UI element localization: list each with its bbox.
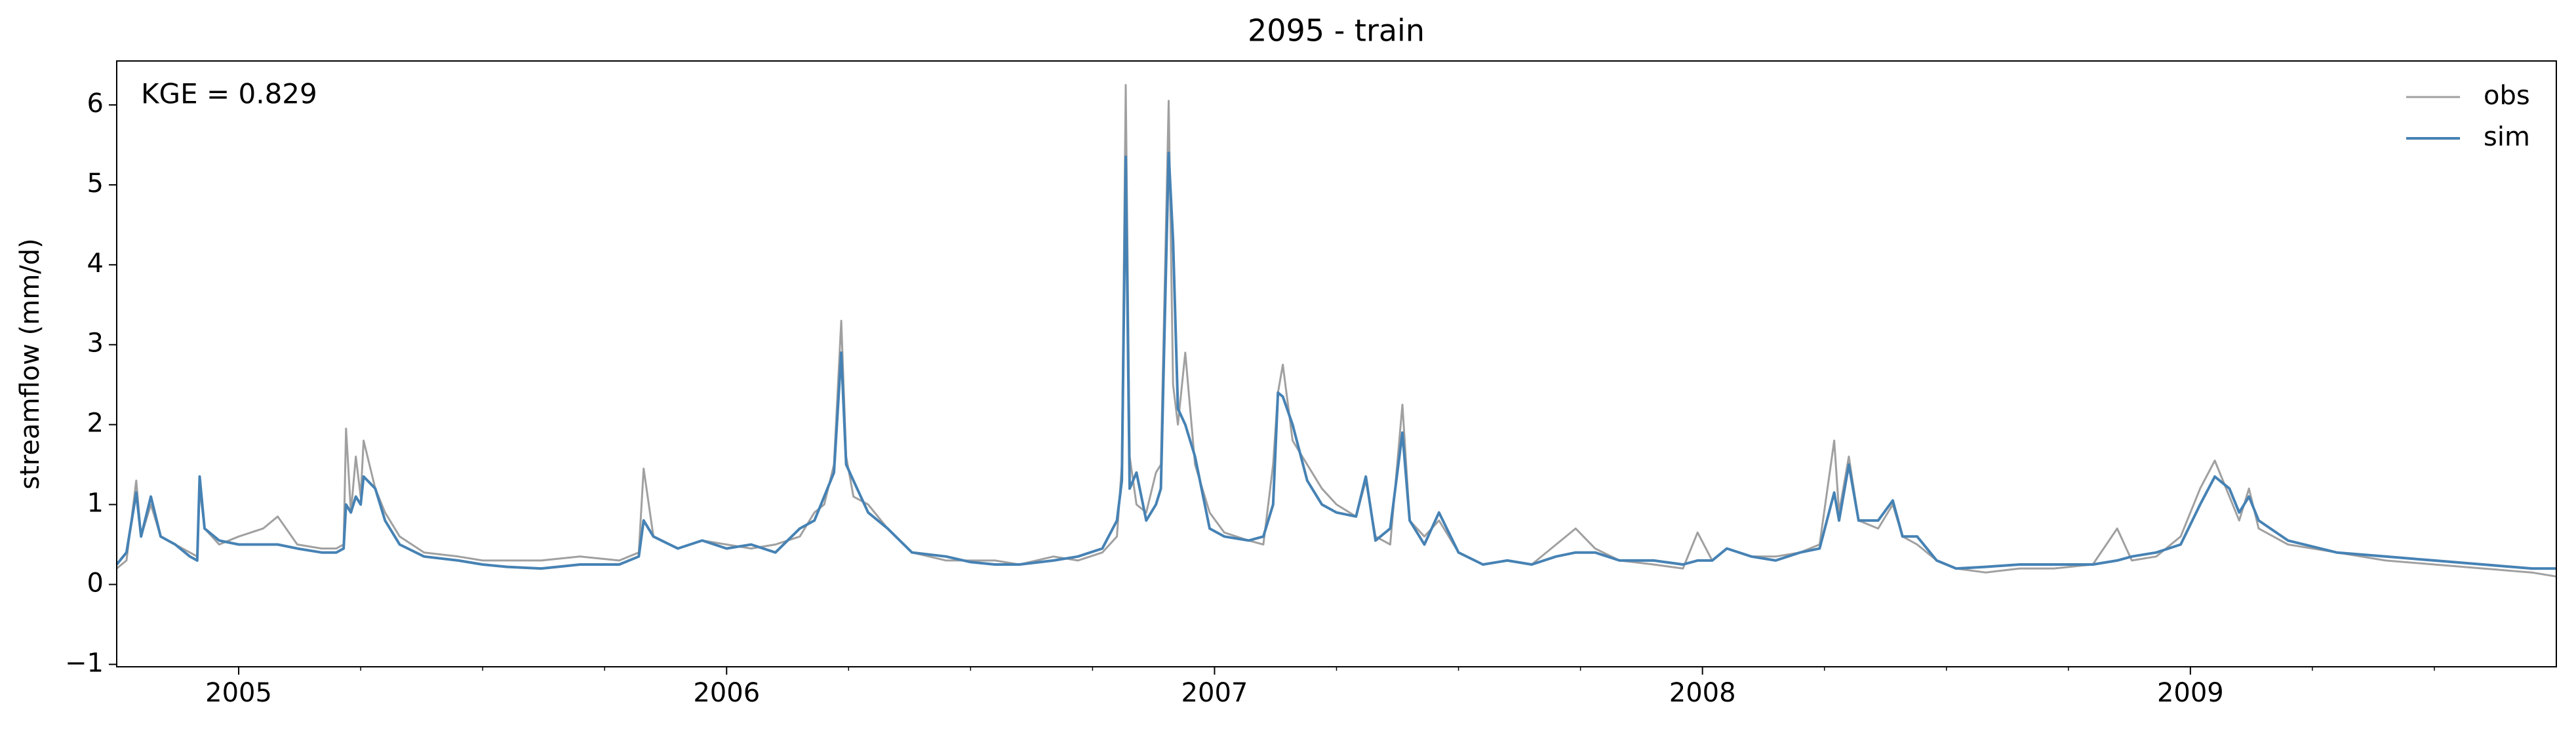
legend-label: obs	[2484, 81, 2530, 111]
line-sim	[115, 151, 2556, 570]
y-tick-label: 3	[87, 328, 104, 359]
y-tick-label: −1	[65, 648, 104, 678]
x-tick-label: 2008	[1669, 678, 1736, 708]
y-axis-label: streamflow (mm/d)	[15, 238, 45, 489]
line-obs	[116, 84, 2557, 578]
y-tick-label: 0	[87, 568, 104, 598]
y-tick-label: 2	[87, 408, 104, 439]
plot-frame	[116, 60, 2557, 667]
y-tick-label: 4	[87, 248, 104, 279]
y-tick-label: 1	[87, 488, 104, 519]
legend-label: sim	[2484, 122, 2530, 152]
x-tick-label: 2007	[1181, 678, 1248, 708]
x-tick-label: 2006	[693, 678, 760, 708]
x-tick-label: 2005	[205, 678, 272, 708]
chart-title: 2095 - train	[1248, 13, 1425, 49]
x-tick-label: 2009	[2157, 678, 2224, 708]
annotation: KGE = 0.829	[141, 78, 317, 110]
y-tick-label: 6	[87, 89, 104, 119]
y-tick-label: 5	[87, 168, 104, 199]
